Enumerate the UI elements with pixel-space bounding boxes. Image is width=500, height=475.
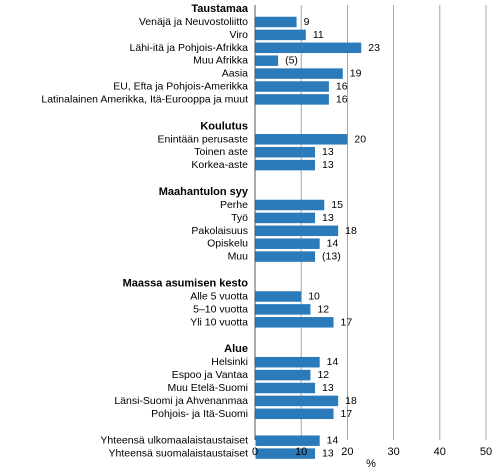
category-label: 5–10 vuotta [193,303,248,315]
data-label: 16 [336,81,348,93]
category-label: Espoo ja Vantaa [172,369,248,381]
bar [255,304,311,315]
category-label: Enintään perusaste [158,133,249,145]
data-label: 10 [308,291,320,303]
data-label: (13) [322,251,341,263]
data-label: 9 [304,16,310,28]
category-label: Pohjois- ja Itä-Suomi [151,408,248,420]
data-label: 16 [336,93,348,105]
category-label: Lähi-itä ja Pohjois-Afrikka [130,42,249,54]
group-heading: Maahantulon syy [159,186,249,198]
bar [255,146,316,158]
category-label: Helsinki [211,356,248,368]
data-label: 11 [313,29,324,41]
category-label: Muu [228,251,249,263]
bar [255,81,329,92]
data-label: 14 [327,238,339,250]
group-heading: Koulutus [200,120,248,132]
bar [255,29,306,41]
data-label: 15 [331,199,343,211]
bar [255,251,316,262]
data-label: 18 [345,395,357,407]
category-label: Pakolaisuus [191,225,248,237]
bar [255,448,316,459]
bars [255,16,362,459]
category-label: Yli 10 vuotta [190,316,248,328]
bar [255,238,320,249]
bar [255,291,302,302]
data-label: 12 [317,369,329,381]
x-tick-label: 0 [252,446,258,458]
x-tick-label: 40 [434,446,446,458]
data-label: 18 [345,225,357,237]
category-label: Länsi-Suomi ja Ahvenanmaa [114,395,248,407]
category-label: Venäjä ja Neuvostoliitto [139,16,248,28]
bar [255,199,325,211]
bar [255,159,316,171]
bar [255,16,297,28]
bar [255,382,316,394]
data-label: 17 [341,316,353,328]
category-label: Opiskelu [207,238,248,250]
data-label: 23 [368,42,380,54]
data-label: 14 [327,356,339,368]
data-label: 12 [317,303,329,315]
category-label: Alle 5 vuotta [190,291,248,303]
x-tick-label: 50 [480,446,492,458]
x-axis-title: % [366,458,376,470]
category-label: Aasia [222,68,248,80]
data-label: 13 [322,146,334,158]
x-tick-label: 20 [341,446,353,458]
bar [255,356,320,368]
data-label: (5) [285,55,298,67]
bar [255,225,339,237]
data-label: 13 [322,159,334,171]
data-label: 19 [350,68,362,80]
category-label: EU, Efta ja Pohjois-Amerikka [113,81,248,93]
data-label: 13 [322,382,334,394]
bar [255,317,334,328]
bar [255,68,343,79]
category-label: Latinalainen Amerikka, Itä-Eurooppa ja m… [41,93,248,105]
category-label: Yhteensä suomalaistaustaiset [109,448,249,460]
group-heading: Maassa asumisen kesto [123,278,249,290]
group-heading: Alue [224,343,248,355]
category-label: Muu Afrikka [193,55,248,67]
category-label: Muu Etelä-Suomi [167,382,248,394]
bar [255,369,311,381]
x-tick-label: 30 [387,446,399,458]
category-label: Viro [230,29,249,41]
data-label: 17 [341,408,353,420]
category-label: Perhe [220,199,248,211]
category-label: Toinen aste [194,146,248,158]
group-heading: Taustamaa [191,3,249,15]
category-label: Yhteensä ulkomaalaistaustaiset [100,435,248,447]
data-label: 13 [322,212,334,224]
category-label: Työ [231,212,248,224]
bar [255,42,362,54]
bar [255,212,316,224]
data-label: 13 [322,448,334,460]
data-label: 14 [327,435,339,447]
bar [255,94,329,105]
category-label: Korkea-aste [191,159,248,171]
bar [255,134,348,145]
bar [255,55,279,66]
bar [255,395,339,407]
data-label: 20 [354,133,366,145]
bar [255,408,334,420]
bar [255,435,320,446]
x-tick-label: 10 [295,446,307,458]
